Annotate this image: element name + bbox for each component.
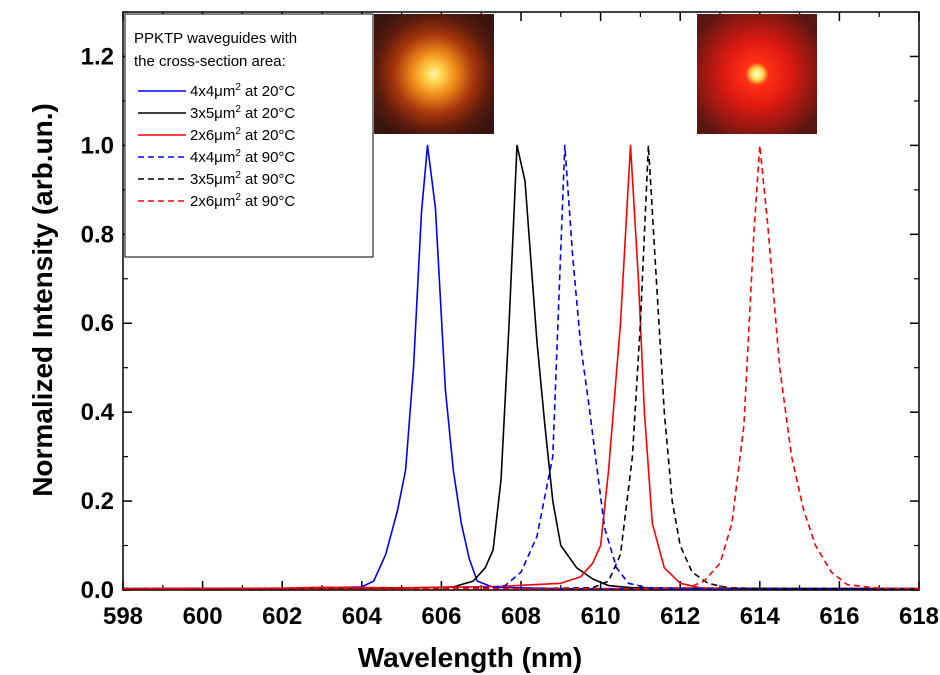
legend-header-line-1: PPKTP waveguides with	[134, 30, 297, 47]
y-tick-label: 0.8	[81, 221, 114, 248]
x-tick-label: 608	[501, 603, 541, 630]
legend-label-1: 4x4μm2 at 20°C	[190, 82, 295, 100]
x-axis-title: Wavelength (nm)	[358, 642, 583, 673]
legend-label-5: 3x5μm2 at 90°C	[190, 170, 295, 188]
legend-label-6: 2x6μm2 at 90°C	[190, 192, 295, 210]
tick-labels: 598 600 602 604 606 608 610 612 614 616 618 0.0 0.2 0…	[81, 43, 939, 630]
x-tick-label: 616	[819, 603, 859, 630]
x-tick-label: 612	[660, 603, 700, 630]
x-tick-label: 600	[183, 603, 223, 630]
x-tick-label: 610	[581, 603, 621, 630]
y-tick-label: 1.0	[81, 132, 114, 159]
y-axis-title: Normalized Intensity (arb.un.)	[27, 103, 58, 497]
series-line-3	[122, 144, 919, 590]
legend-header-line-2: the cross-section area:	[134, 53, 286, 70]
y-tick-label: 1.2	[81, 43, 114, 70]
y-tick-label: 0.6	[81, 310, 114, 337]
legend-label-4: 4x4μm2 at 90°C	[190, 148, 295, 166]
x-tick-label: 618	[899, 603, 939, 630]
x-tick-label: 614	[740, 603, 781, 630]
series-line-2	[122, 144, 920, 590]
x-tick-label: 604	[342, 603, 383, 630]
y-tick-label: 0.0	[81, 577, 114, 604]
legend: PPKTP waveguides with the cross-section …	[124, 13, 374, 258]
mode-profile-inset-2	[697, 14, 817, 134]
y-tick-label: 0.2	[81, 488, 114, 515]
x-tick-label: 598	[103, 603, 143, 630]
series-line-4	[123, 144, 919, 590]
series-line-5	[123, 144, 919, 590]
series-line-1	[123, 144, 919, 590]
x-tick-label: 606	[421, 603, 461, 630]
x-tick-label: 602	[262, 603, 302, 630]
mode-profile-inset-1	[374, 14, 494, 134]
series-lines	[122, 144, 920, 590]
y-tick-label: 0.4	[81, 399, 115, 426]
legend-label-2: 3x5μm2 at 20°C	[190, 104, 295, 122]
legend-label-3: 2x6μm2 at 20°C	[190, 126, 295, 144]
